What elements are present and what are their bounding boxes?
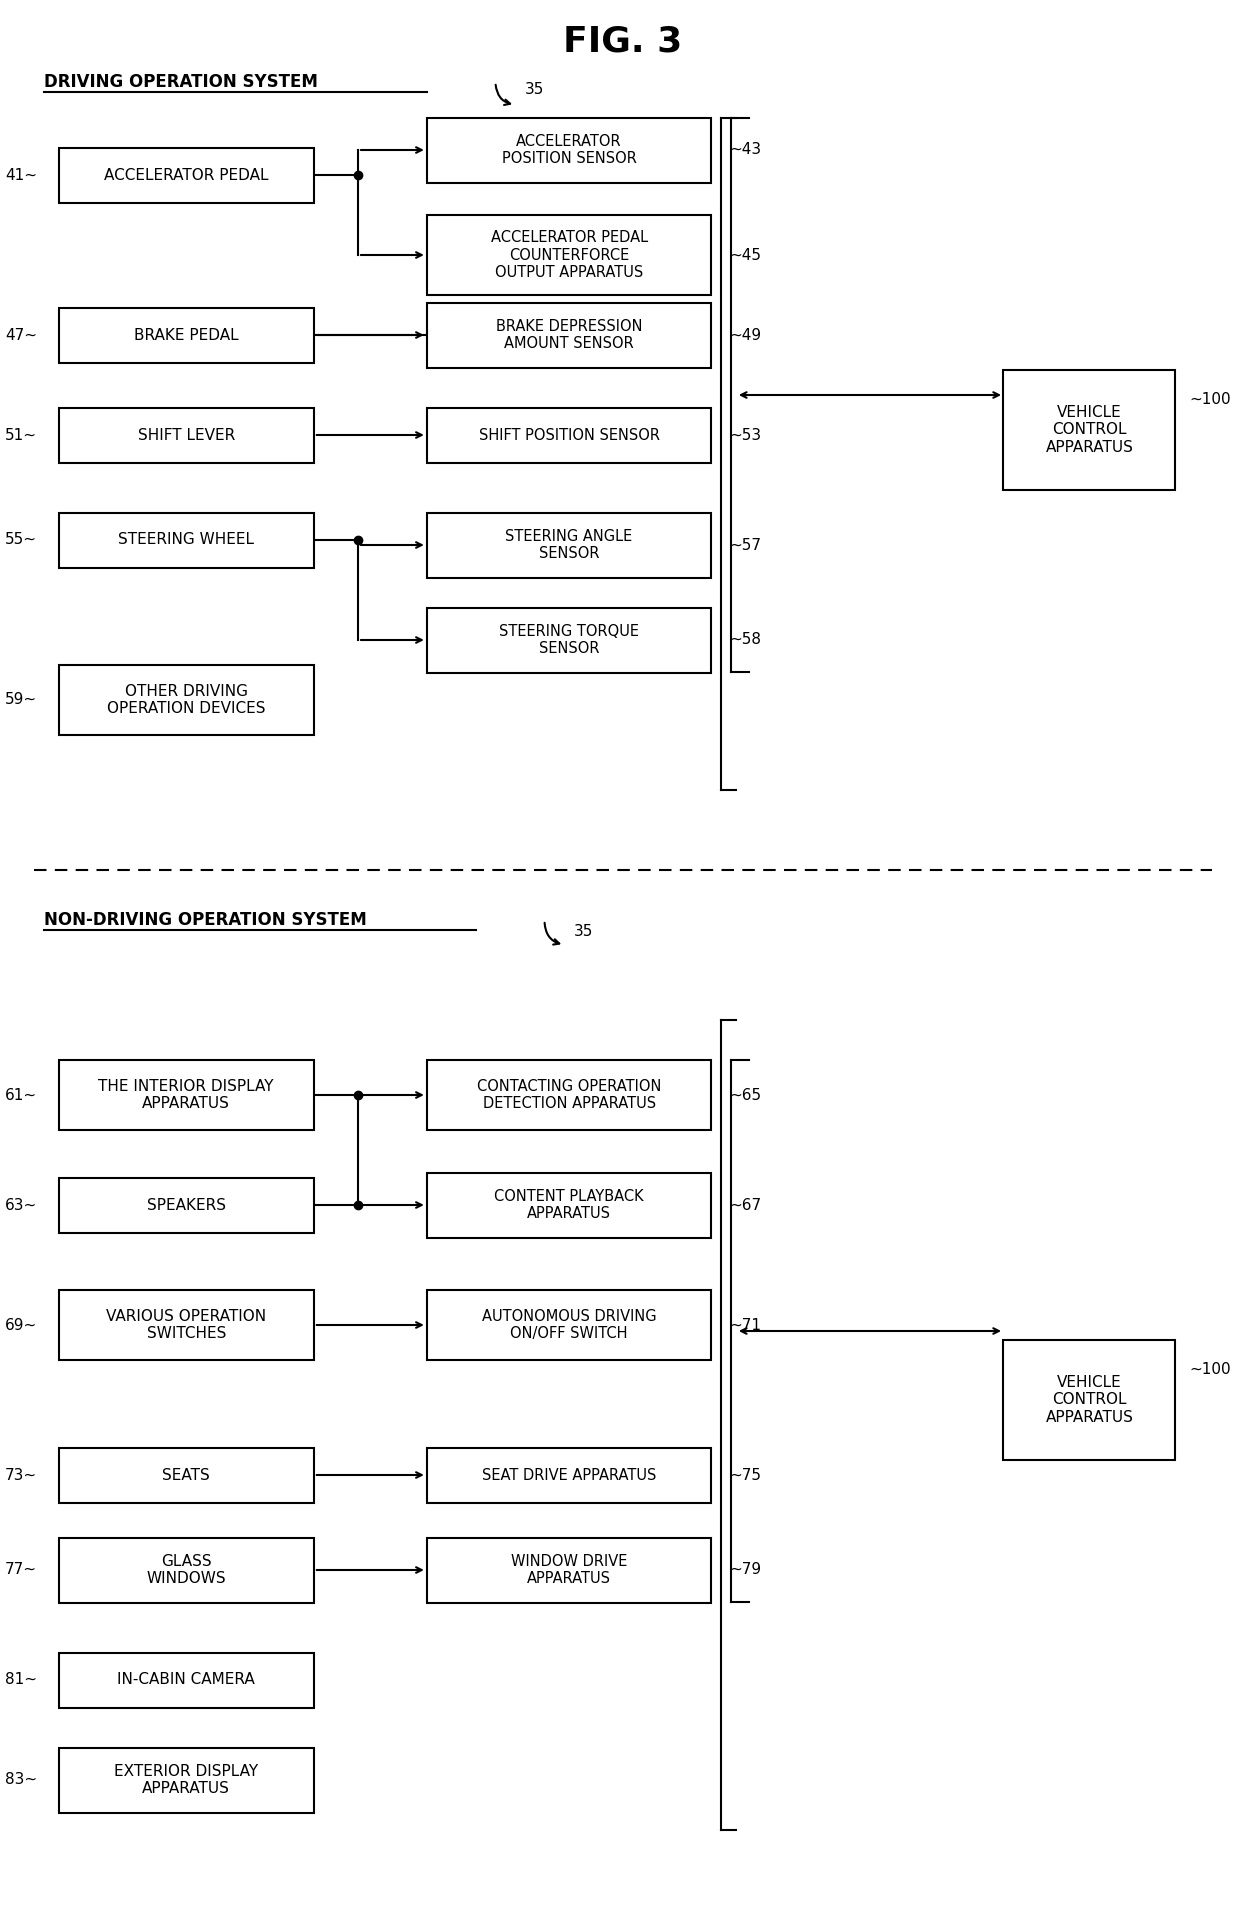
Text: ~57: ~57 — [729, 537, 761, 552]
Bar — [427, 1290, 712, 1360]
Bar — [58, 1059, 314, 1130]
Text: STEERING ANGLE
SENSOR: STEERING ANGLE SENSOR — [506, 530, 632, 562]
Text: STEERING TORQUE
SENSOR: STEERING TORQUE SENSOR — [498, 623, 639, 655]
Bar — [58, 307, 314, 362]
Bar — [427, 1448, 712, 1503]
Text: ~71: ~71 — [729, 1318, 761, 1332]
Text: 73~: 73~ — [5, 1467, 37, 1482]
Bar — [1003, 1339, 1176, 1459]
Bar — [58, 665, 314, 735]
Text: 51~: 51~ — [5, 427, 37, 442]
Text: ACCELERATOR PEDAL: ACCELERATOR PEDAL — [104, 168, 269, 183]
Text: SPEAKERS: SPEAKERS — [146, 1198, 226, 1212]
Text: BRAKE DEPRESSION
AMOUNT SENSOR: BRAKE DEPRESSION AMOUNT SENSOR — [496, 318, 642, 351]
Text: SHIFT POSITION SENSOR: SHIFT POSITION SENSOR — [479, 427, 660, 442]
Text: NON-DRIVING OPERATION SYSTEM: NON-DRIVING OPERATION SYSTEM — [43, 911, 367, 930]
Text: ACCELERATOR
POSITION SENSOR: ACCELERATOR POSITION SENSOR — [502, 133, 636, 166]
Text: 41~: 41~ — [5, 168, 37, 183]
Text: 47~: 47~ — [5, 328, 37, 343]
Bar — [427, 215, 712, 295]
Bar — [58, 1177, 314, 1233]
Bar — [427, 408, 712, 463]
Bar — [58, 147, 314, 202]
Text: 55~: 55~ — [5, 533, 37, 547]
Text: ~100: ~100 — [1189, 1362, 1231, 1377]
Text: CONTACTING OPERATION
DETECTION APPARATUS: CONTACTING OPERATION DETECTION APPARATUS — [477, 1078, 661, 1111]
Bar — [58, 1652, 314, 1707]
Text: SEATS: SEATS — [162, 1467, 210, 1482]
Text: ~58: ~58 — [729, 632, 761, 648]
Text: ~45: ~45 — [729, 248, 761, 263]
Bar — [58, 1747, 314, 1812]
Text: ~53: ~53 — [729, 427, 761, 442]
Text: OTHER DRIVING
OPERATION DEVICES: OTHER DRIVING OPERATION DEVICES — [107, 684, 265, 716]
Bar — [427, 118, 712, 183]
Bar — [427, 512, 712, 577]
Text: 63~: 63~ — [5, 1198, 37, 1212]
Text: ~49: ~49 — [729, 328, 761, 343]
Text: VEHICLE
CONTROL
APPARATUS: VEHICLE CONTROL APPARATUS — [1045, 406, 1133, 455]
Bar — [1003, 370, 1176, 490]
Text: CONTENT PLAYBACK
APPARATUS: CONTENT PLAYBACK APPARATUS — [495, 1189, 644, 1221]
Text: THE INTERIOR DISPLAY
APPARATUS: THE INTERIOR DISPLAY APPARATUS — [98, 1078, 274, 1111]
Bar — [58, 408, 314, 463]
Text: FIG. 3: FIG. 3 — [563, 25, 683, 59]
Bar — [58, 512, 314, 568]
Text: BRAKE PEDAL: BRAKE PEDAL — [134, 328, 238, 343]
Bar — [427, 1059, 712, 1130]
Text: ~75: ~75 — [729, 1467, 761, 1482]
Bar — [427, 1172, 712, 1238]
Text: STEERING WHEEL: STEERING WHEEL — [118, 533, 254, 547]
Text: GLASS
WINDOWS: GLASS WINDOWS — [146, 1554, 226, 1587]
Bar — [427, 1537, 712, 1602]
Text: AUTONOMOUS DRIVING
ON/OFF SWITCH: AUTONOMOUS DRIVING ON/OFF SWITCH — [482, 1309, 656, 1341]
Text: 59~: 59~ — [5, 693, 37, 707]
Bar — [58, 1290, 314, 1360]
Text: ~43: ~43 — [729, 143, 761, 158]
Text: SEAT DRIVE APPARATUS: SEAT DRIVE APPARATUS — [482, 1467, 656, 1482]
Text: ~79: ~79 — [729, 1562, 761, 1577]
Text: VEHICLE
CONTROL
APPARATUS: VEHICLE CONTROL APPARATUS — [1045, 1375, 1133, 1425]
Text: 81~: 81~ — [5, 1673, 37, 1688]
Text: IN-CABIN CAMERA: IN-CABIN CAMERA — [118, 1673, 255, 1688]
Text: 35: 35 — [574, 924, 594, 939]
Bar — [58, 1537, 314, 1602]
Text: VARIOUS OPERATION
SWITCHES: VARIOUS OPERATION SWITCHES — [107, 1309, 267, 1341]
Text: DRIVING OPERATION SYSTEM: DRIVING OPERATION SYSTEM — [43, 72, 317, 91]
Bar — [427, 303, 712, 368]
Bar — [427, 608, 712, 672]
Text: 83~: 83~ — [5, 1772, 37, 1787]
Text: EXTERIOR DISPLAY
APPARATUS: EXTERIOR DISPLAY APPARATUS — [114, 1764, 258, 1796]
Text: 61~: 61~ — [5, 1088, 37, 1103]
Bar — [58, 1448, 314, 1503]
Text: 35: 35 — [525, 82, 544, 97]
Text: WINDOW DRIVE
APPARATUS: WINDOW DRIVE APPARATUS — [511, 1554, 627, 1587]
Text: 77~: 77~ — [5, 1562, 37, 1577]
Text: ACCELERATOR PEDAL
COUNTERFORCE
OUTPUT APPARATUS: ACCELERATOR PEDAL COUNTERFORCE OUTPUT AP… — [491, 231, 647, 280]
Text: ~67: ~67 — [729, 1198, 761, 1212]
Text: ~100: ~100 — [1189, 392, 1231, 408]
Text: ~65: ~65 — [729, 1088, 761, 1103]
Text: 69~: 69~ — [5, 1318, 37, 1332]
Text: SHIFT LEVER: SHIFT LEVER — [138, 427, 234, 442]
